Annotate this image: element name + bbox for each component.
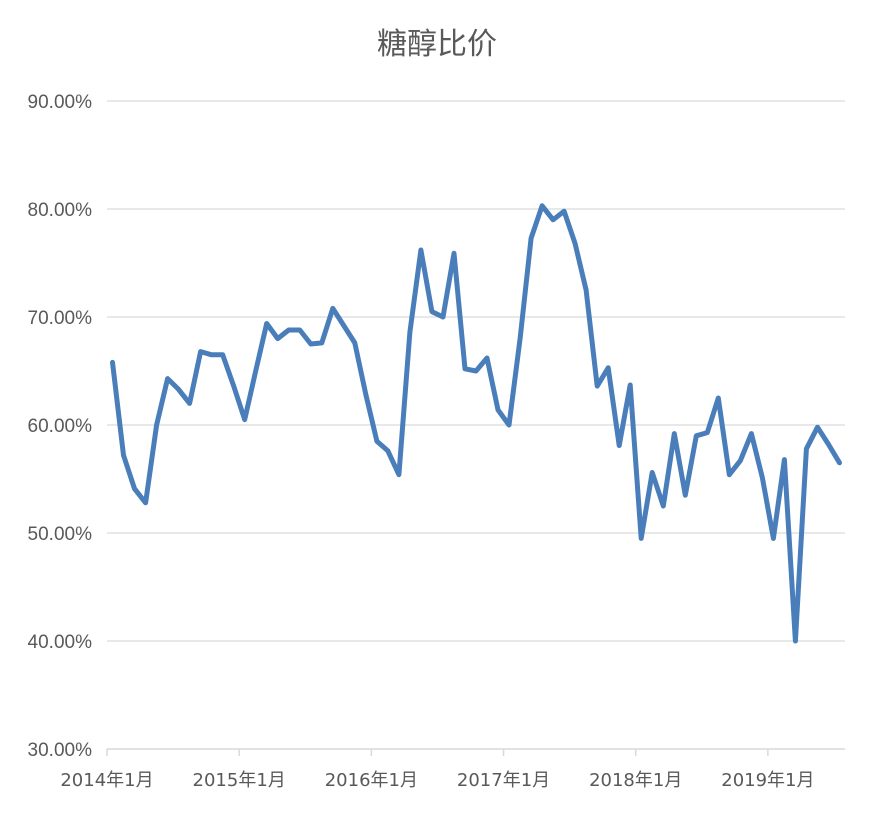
y-tick-label: 70.00% xyxy=(28,308,93,329)
x-tick-label: 2019年1月 xyxy=(721,770,814,791)
y-tick-label: 60.00% xyxy=(28,416,93,437)
y-tick-label: 80.00% xyxy=(28,200,93,221)
y-axis-ticks: 30.00% 40.00% 50.00% 60.00% 70.00% 80.00% 90.0… xyxy=(28,92,93,761)
x-axis: 2014年1月 2015年1月 2016年1月 2017年1月 2018年1月 2019年… xyxy=(60,748,845,791)
x-tick-label: 2015年1月 xyxy=(193,770,286,791)
y-tick-label: 90.00% xyxy=(28,92,93,113)
chart-title: 糖醇比价 xyxy=(377,27,497,62)
x-tick-label: 2017年1月 xyxy=(457,770,550,791)
y-tick-label: 50.00% xyxy=(28,524,93,545)
x-tick-label: 2018年1月 xyxy=(589,770,682,791)
y-tick-label: 40.00% xyxy=(28,632,93,653)
series-line xyxy=(110,203,842,644)
series-line-group xyxy=(110,203,842,644)
x-tick-label: 2016年1月 xyxy=(325,770,418,791)
x-tick-label: 2014年1月 xyxy=(60,770,153,791)
gridlines xyxy=(107,100,845,642)
y-tick-label: 30.00% xyxy=(28,740,93,761)
